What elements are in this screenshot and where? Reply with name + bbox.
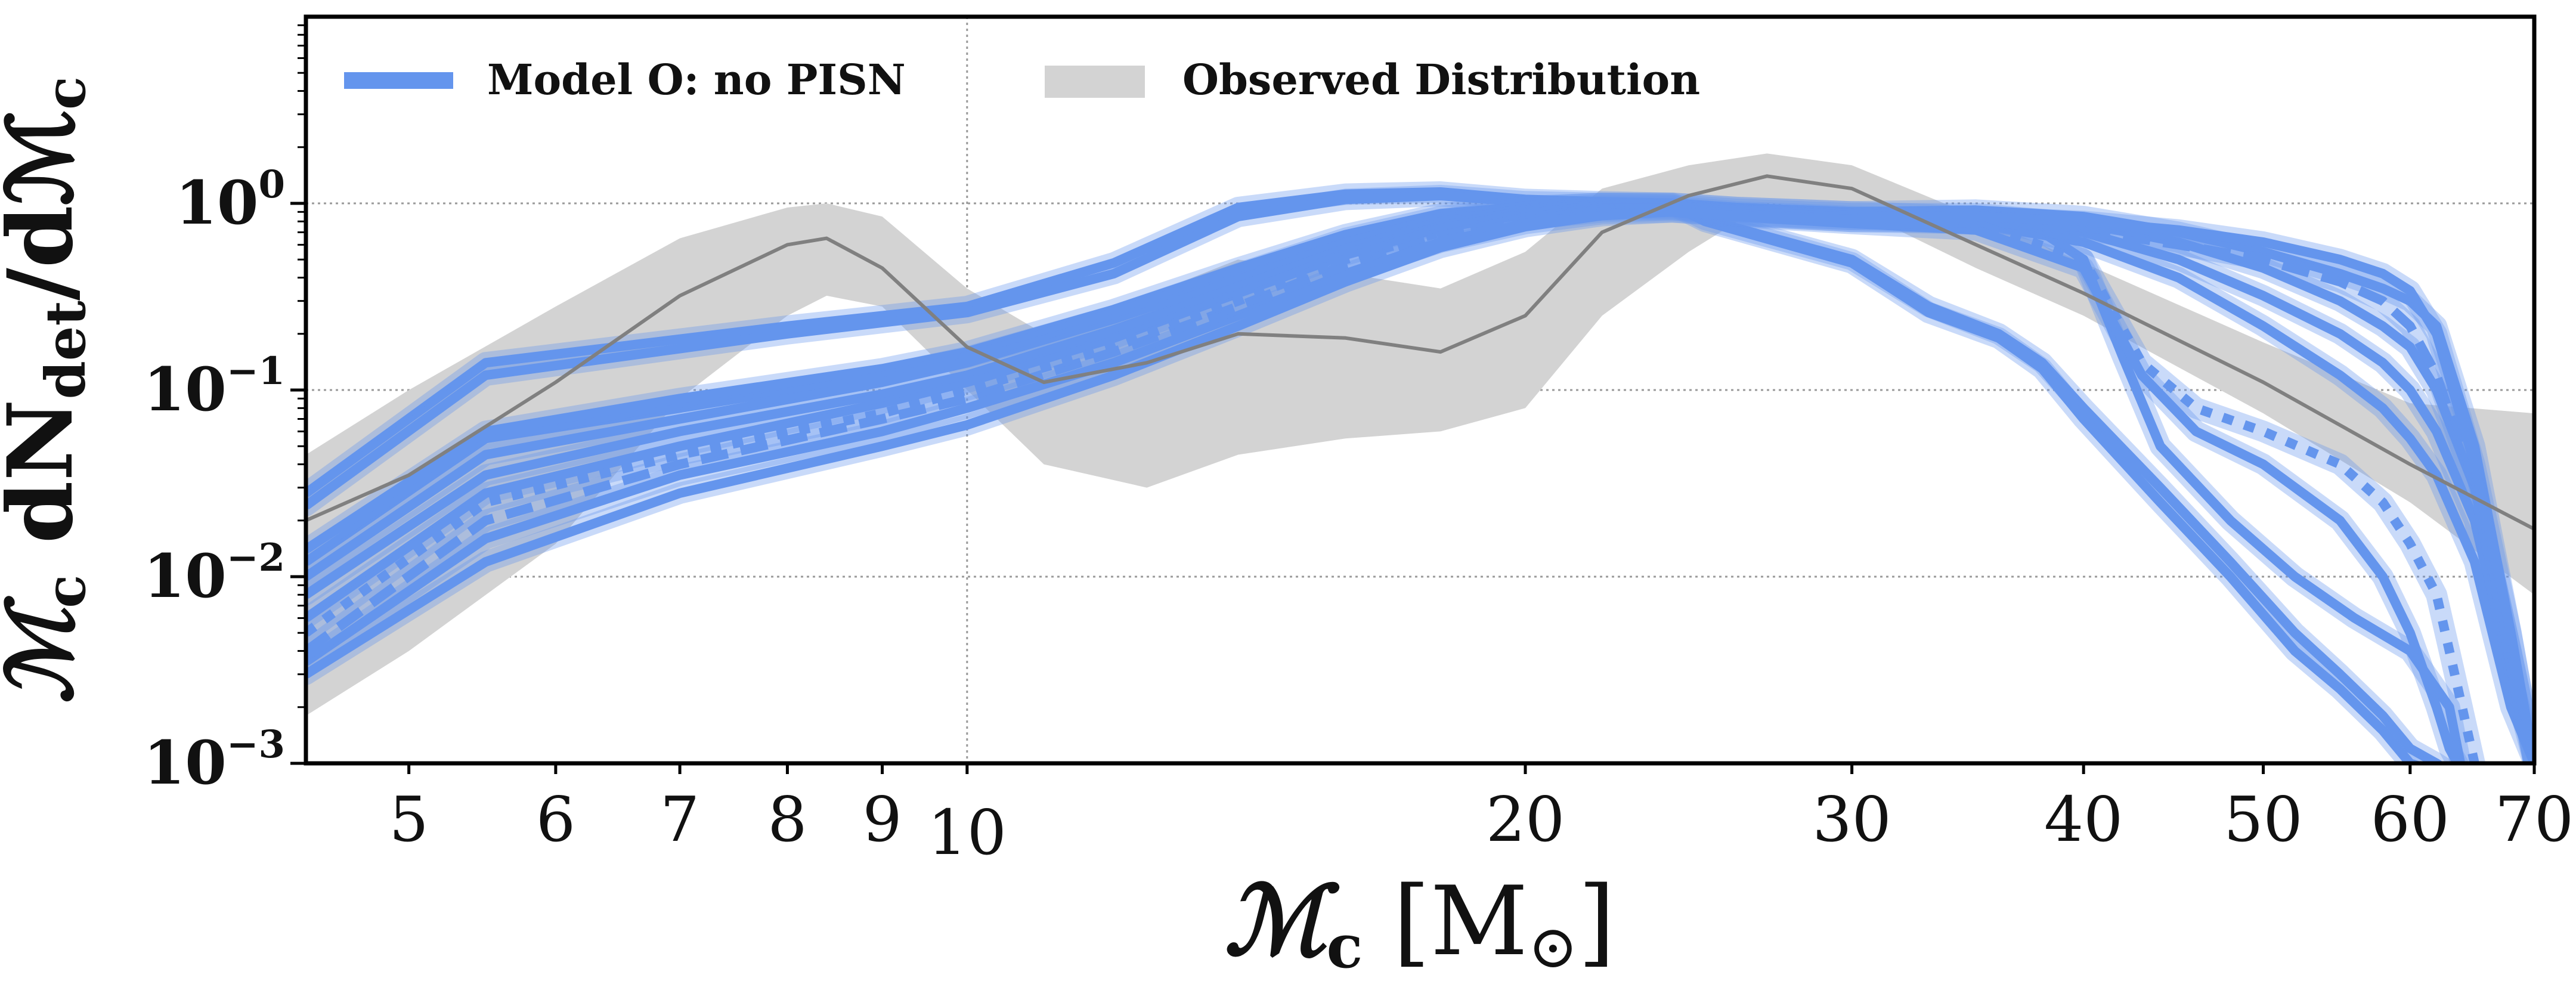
model-series-2 xyxy=(306,191,2426,763)
x-tick-label: 9 xyxy=(862,783,902,856)
x-tick-labels: 5 6 7 8 9 10 20 30 40 50 60 70 xyxy=(389,783,2574,869)
x-axis-label-symbol: ℳ xyxy=(1224,865,1340,977)
x-tick-label: 70 xyxy=(2495,783,2574,856)
y-axis-label-dn: dN xyxy=(0,399,93,574)
y-axis-label-sub-c2: c xyxy=(33,76,98,110)
y-tick-labels: 100 10−1 10−2 10−3 xyxy=(144,162,285,798)
y-axis-label-dm: /dℳ xyxy=(0,110,93,301)
x-tick-label: 20 xyxy=(1486,783,1565,856)
y-axis-label-sub-c: c xyxy=(33,575,98,608)
observed-band xyxy=(306,153,2534,716)
y-tick-label: 100 xyxy=(175,162,285,238)
y-tick-label: 10−1 xyxy=(144,349,285,425)
x-axis-label: ℳc [M⊙] xyxy=(1224,865,1615,981)
observed-median-line xyxy=(306,174,2534,531)
y-tick-label: 10−2 xyxy=(144,536,285,611)
x-tick-label: 6 xyxy=(536,783,575,856)
y-tick-label: 10−3 xyxy=(144,722,285,798)
y-axis-label-sub-det: det xyxy=(33,301,98,400)
y-axis-label: ℳc dNdet/dℳc xyxy=(0,76,98,704)
x-tick-label: 8 xyxy=(767,783,807,856)
model-series-11 xyxy=(306,207,2534,763)
legend-patch-observed xyxy=(1045,66,1145,98)
x-tick-label: 10 xyxy=(928,796,1007,869)
x-tick-label: 7 xyxy=(660,783,699,856)
legend: Model O: no PISN Observed Distribution xyxy=(344,55,1700,104)
x-tick-label: 30 xyxy=(1812,783,1891,856)
y-axis-label-symbol: ℳ xyxy=(0,595,93,704)
x-tick-label: 50 xyxy=(2224,783,2302,856)
legend-label-observed: Observed Distribution xyxy=(1182,55,1700,104)
x-tick-label: 60 xyxy=(2371,783,2450,856)
observed-band-layer xyxy=(306,153,2534,716)
x-tick-label: 5 xyxy=(389,783,429,856)
x-axis-label-unit-open: [M xyxy=(1363,865,1528,977)
legend-label-model: Model O: no PISN xyxy=(487,55,906,104)
observed-median-layer xyxy=(306,174,2534,531)
x-tick-label: 40 xyxy=(2044,783,2123,856)
x-axis-label-unit-symbol: ⊙ xyxy=(1528,912,1578,981)
model-series-layer xyxy=(306,181,2534,763)
axis-ticks xyxy=(290,24,2536,774)
x-axis-label-unit-close: ] xyxy=(1578,865,1615,977)
x-axis-label-sub: c xyxy=(1326,911,1363,981)
